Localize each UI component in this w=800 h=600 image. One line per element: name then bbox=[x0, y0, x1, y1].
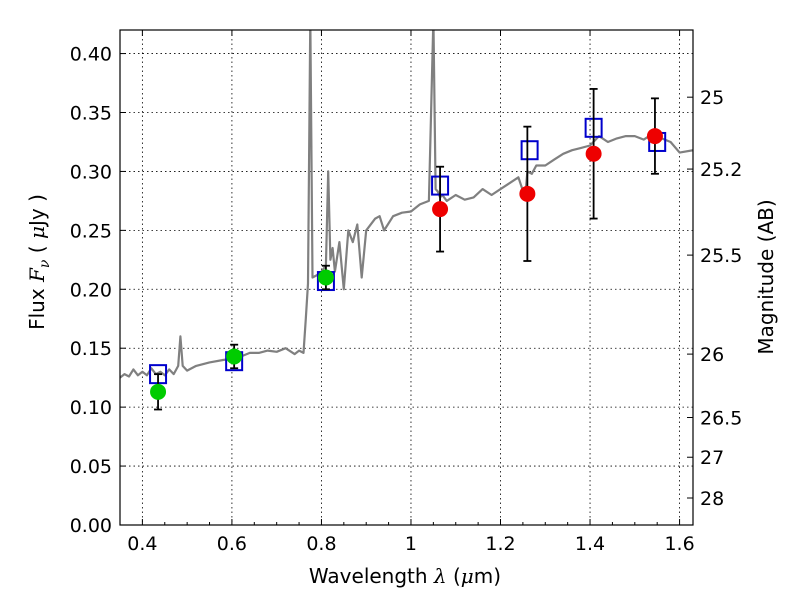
plot-area bbox=[120, 30, 693, 379]
x-tick-label: 0.4 bbox=[127, 533, 157, 555]
observed-point bbox=[150, 383, 167, 400]
y-tick-label: 0.40 bbox=[70, 44, 112, 66]
observed-point bbox=[646, 128, 663, 145]
grid-lines bbox=[120, 30, 693, 526]
observed-point bbox=[317, 269, 334, 286]
observed-point bbox=[432, 201, 449, 218]
x-axis-label: Wavelength λ (μm) bbox=[309, 564, 501, 588]
model-square-point bbox=[520, 140, 539, 161]
observed-point bbox=[226, 348, 243, 365]
y-tick-label: 0.20 bbox=[70, 279, 112, 301]
axis-ticks: 0.4 0.6 0.8 1 1.2 1.4 1.6 0.00 0.05 0.10 0.15 0.20 0… bbox=[70, 30, 742, 555]
x-tick-label: 1.4 bbox=[575, 533, 605, 555]
plot-frame bbox=[119, 29, 694, 526]
x-tick-label: 0.6 bbox=[217, 533, 247, 555]
y2-axis-label: Magnitude (AB) bbox=[754, 199, 778, 354]
mag-tick-label: 25.5 bbox=[700, 245, 742, 267]
y-tick-label: 0.35 bbox=[70, 103, 112, 125]
y-tick-label: 0.30 bbox=[70, 161, 112, 183]
mag-tick-label: 26 bbox=[700, 344, 724, 366]
observed-point bbox=[519, 185, 536, 202]
chart-marks bbox=[149, 88, 667, 411]
x-tick-label: 1.2 bbox=[485, 533, 515, 555]
y-tick-label: 0.10 bbox=[70, 397, 112, 419]
mag-tick-label: 26.5 bbox=[700, 408, 742, 430]
mag-tick-label: 27 bbox=[700, 447, 724, 469]
y-tick-label: 0.05 bbox=[70, 456, 112, 478]
spectrum-line bbox=[120, 30, 693, 379]
y-tick-label: 0.25 bbox=[70, 220, 112, 242]
y-tick-label: 0.00 bbox=[70, 515, 112, 537]
x-tick-label: 0.8 bbox=[306, 533, 336, 555]
x-tick-label: 1 bbox=[405, 533, 417, 555]
mag-tick-label: 28 bbox=[700, 488, 724, 510]
x-tick-label: 1.6 bbox=[664, 533, 694, 555]
y-axis-label: Flux Fν ( μJy ) bbox=[25, 194, 53, 330]
observed-point bbox=[585, 145, 602, 162]
mag-tick-label: 25.2 bbox=[700, 159, 742, 181]
y-tick-label: 0.15 bbox=[70, 338, 112, 360]
mag-tick-label: 25 bbox=[700, 87, 724, 109]
